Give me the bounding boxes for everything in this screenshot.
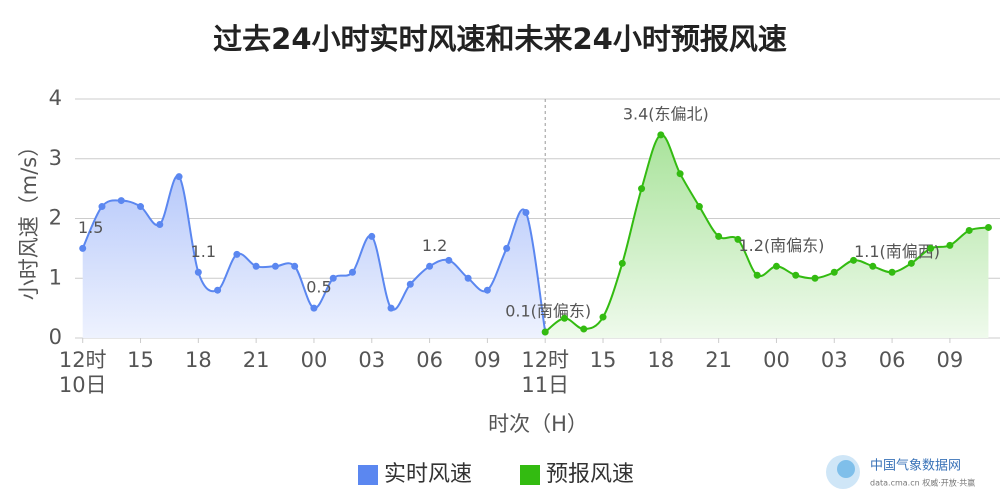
point bbox=[137, 203, 145, 211]
data-label: 1.1(南偏西) bbox=[854, 242, 940, 261]
x-tick-label: 21 bbox=[705, 348, 732, 372]
y-axis-title: 小时风速（m/s） bbox=[17, 136, 41, 300]
data-label: 3.4(东偏北) bbox=[623, 104, 709, 123]
data-label: 1.2 bbox=[422, 236, 447, 255]
y-tick-label: 3 bbox=[49, 146, 62, 170]
x-tick-label: 00 bbox=[763, 348, 790, 372]
point bbox=[406, 280, 414, 288]
point bbox=[291, 262, 299, 270]
x-tick-label: 03 bbox=[358, 348, 385, 372]
x-tick-label: 12时 bbox=[521, 348, 569, 372]
logo-tagline: data.cma.cn 权威·开放·共赢 bbox=[870, 478, 975, 488]
point bbox=[907, 259, 915, 267]
x-tick-label: 06 bbox=[879, 348, 906, 372]
data-label: 1.5 bbox=[78, 218, 103, 237]
point bbox=[483, 286, 491, 294]
y-tick-label: 2 bbox=[49, 206, 62, 230]
point bbox=[869, 262, 877, 270]
point bbox=[657, 131, 665, 139]
data-label: 0.5 bbox=[306, 278, 331, 297]
point bbox=[175, 173, 183, 181]
x-tick-label: 00 bbox=[301, 348, 328, 372]
point bbox=[387, 304, 395, 312]
x-tick-sublabel: 10日 bbox=[59, 373, 107, 397]
point bbox=[368, 232, 376, 240]
point bbox=[830, 268, 838, 276]
data-label: 1.2(南偏东) bbox=[738, 236, 824, 255]
point bbox=[560, 314, 568, 322]
x-tick-label: 12时 bbox=[59, 348, 107, 372]
point bbox=[349, 268, 356, 276]
x-axis-title: 时次（H） bbox=[488, 412, 588, 436]
point bbox=[715, 232, 723, 240]
point bbox=[811, 274, 819, 282]
point bbox=[927, 244, 935, 252]
point bbox=[695, 203, 703, 211]
area bbox=[545, 134, 989, 338]
x-tick-label: 21 bbox=[243, 348, 270, 372]
legend-label: 预报风速 bbox=[546, 462, 634, 487]
point bbox=[753, 271, 761, 279]
legend-swatch bbox=[520, 465, 540, 485]
legend-label: 实时风速 bbox=[384, 462, 472, 487]
point bbox=[676, 170, 684, 178]
point bbox=[98, 203, 106, 211]
x-tick-label: 18 bbox=[647, 348, 674, 372]
x-tick-label: 09 bbox=[474, 348, 501, 372]
point bbox=[946, 241, 954, 249]
legend-swatch bbox=[358, 465, 378, 485]
point bbox=[117, 197, 125, 205]
point bbox=[638, 185, 646, 193]
point bbox=[984, 223, 992, 231]
point bbox=[734, 235, 742, 243]
area bbox=[82, 175, 546, 338]
chart-title: 过去24小时实时风速和未来24小时预报风速 bbox=[213, 22, 787, 56]
y-tick-label: 4 bbox=[49, 86, 62, 110]
point bbox=[965, 226, 973, 234]
point bbox=[310, 304, 318, 312]
x-tick-label: 15 bbox=[127, 348, 154, 372]
point bbox=[445, 256, 453, 264]
point bbox=[580, 325, 588, 333]
point bbox=[772, 262, 780, 270]
logo: 中国气象数据网 data.cma.cn 权威·开放·共赢 bbox=[826, 455, 975, 489]
point bbox=[214, 286, 222, 294]
point bbox=[541, 328, 549, 336]
point bbox=[426, 262, 434, 270]
x-tick-label: 15 bbox=[590, 348, 617, 372]
x-tick-label: 09 bbox=[937, 348, 964, 372]
logo-name: 中国气象数据网 bbox=[870, 458, 961, 474]
point bbox=[522, 209, 530, 217]
point bbox=[888, 268, 896, 276]
x-tick-label: 06 bbox=[416, 348, 443, 372]
point bbox=[156, 220, 164, 228]
point bbox=[618, 259, 626, 267]
point bbox=[850, 256, 858, 264]
point bbox=[599, 313, 607, 321]
point bbox=[329, 274, 337, 282]
x-tick-label: 03 bbox=[821, 348, 848, 372]
x-tick-label: 18 bbox=[185, 348, 212, 372]
point bbox=[79, 244, 87, 252]
y-tick-label: 0 bbox=[49, 325, 62, 349]
x-tick-sublabel: 11日 bbox=[521, 373, 569, 397]
data-label: 0.1(南偏东) bbox=[505, 302, 591, 321]
y-tick-label: 1 bbox=[49, 265, 62, 289]
point bbox=[194, 268, 202, 276]
data-label: 1.1 bbox=[191, 242, 216, 261]
point bbox=[271, 262, 279, 270]
point bbox=[252, 262, 260, 270]
point bbox=[503, 244, 511, 252]
point bbox=[792, 271, 800, 279]
point bbox=[233, 250, 241, 258]
point bbox=[464, 274, 472, 282]
logo-icon bbox=[837, 460, 855, 478]
